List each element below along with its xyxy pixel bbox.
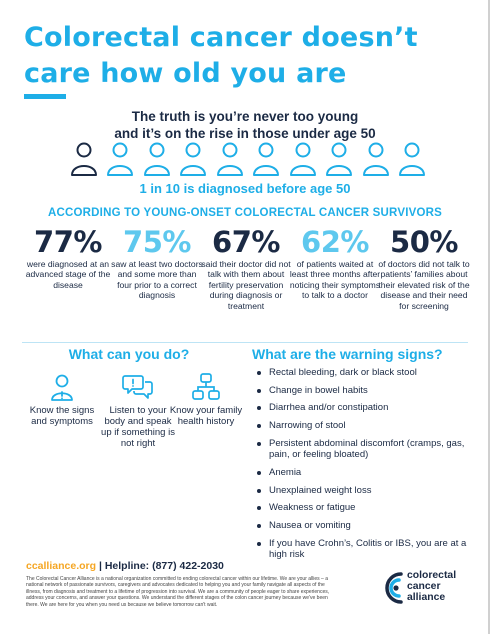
logo-wordmark: colorectal cancer alliance xyxy=(407,570,456,604)
stat-percent: 67% xyxy=(200,225,292,259)
list-item: Diarrhea and/or constipation xyxy=(256,402,476,414)
statistics-row: 77% were diagnosed at an advanced stage … xyxy=(22,225,470,343)
stat-block: 62% of patients waited at least three mo… xyxy=(289,225,381,301)
person-icon xyxy=(396,141,428,177)
stat-description: were diagnosed at an advanced stage of t… xyxy=(22,259,114,290)
stat-description: of patients waited at least three months… xyxy=(289,259,381,301)
person-icon xyxy=(287,141,319,177)
person-icon xyxy=(214,141,246,177)
logo-line-3: alliance xyxy=(407,592,456,603)
stat-description: said their doctor did not talk with them… xyxy=(200,259,292,311)
stat-block: 75% saw at least two doctors and some mo… xyxy=(111,225,203,301)
list-item: Anemia xyxy=(256,467,476,479)
list-item: Unexplained weight loss xyxy=(256,485,476,497)
helpline: Helpline: (877) 422-2030 xyxy=(105,560,224,572)
what-can-you-do-heading: What can you do? xyxy=(24,346,234,362)
logo-line-2: cancer xyxy=(407,581,456,592)
person-icon xyxy=(177,141,209,177)
stat-percent: 50% xyxy=(378,225,470,259)
website-link[interactable]: ccalliance.org xyxy=(26,560,96,572)
alliance-logo: colorectal cancer alliance xyxy=(380,567,480,611)
page-title: Colorectal cancer doesn’t care how old y… xyxy=(24,20,474,92)
survivors-heading: ACCORDING TO YOUNG-ONSET COLORECTAL CANC… xyxy=(0,207,490,219)
warning-signs-list: Rectal bleeding, dark or black stool Cha… xyxy=(256,367,476,567)
warning-signs-heading: What are the warning signs? xyxy=(252,346,482,362)
chat-bubbles-icon xyxy=(122,372,154,402)
stat-percent: 62% xyxy=(289,225,381,259)
action-text: Know your family health history xyxy=(166,405,246,427)
list-item: Nausea or vomiting xyxy=(256,520,476,532)
title-line-1: Colorectal cancer doesn’t xyxy=(24,20,474,56)
person-alert-icon xyxy=(47,372,77,402)
title-line-2: care how old you are xyxy=(24,56,474,92)
about-text: The Colorectal Cancer Alliance is a nati… xyxy=(26,576,334,608)
list-item: Change in bowel habits xyxy=(256,385,476,397)
truth-heading: The truth is you’re never too young and … xyxy=(0,108,490,142)
list-item: Narrowing of stool xyxy=(256,420,476,432)
person-icon xyxy=(360,141,392,177)
people-icon-row xyxy=(68,141,428,177)
alliance-logo-icon xyxy=(380,569,406,607)
action-text: Know the signs and symptoms xyxy=(22,405,102,427)
person-icon xyxy=(68,141,100,177)
logo-line-1: colorectal xyxy=(407,570,456,581)
list-item: Weakness or fatigue xyxy=(256,502,476,514)
stat-description: of doctors did not talk to patients’ fam… xyxy=(378,259,470,311)
stat-block: 50% of doctors did not talk to patients’… xyxy=(378,225,470,311)
action-item: Know the signs and symptoms xyxy=(22,372,102,427)
list-item: If you have Crohn’s, Colitis or IBS, you… xyxy=(256,538,476,561)
stat-block: 67% said their doctor did not talk with … xyxy=(200,225,292,311)
person-icon xyxy=(141,141,173,177)
truth-line-1: The truth is you’re never too young xyxy=(0,108,490,125)
person-icon xyxy=(104,141,136,177)
list-item: Rectal bleeding, dark or black stool xyxy=(256,367,476,379)
section-divider xyxy=(22,342,468,343)
list-item: Persistent abdominal discomfort (cramps,… xyxy=(256,438,476,461)
stat-percent: 77% xyxy=(22,225,114,259)
action-item: Know your family health history xyxy=(166,372,246,427)
title-underline xyxy=(24,94,66,99)
family-tree-icon xyxy=(191,372,221,402)
person-icon xyxy=(323,141,355,177)
stat-block: 77% were diagnosed at an advanced stage … xyxy=(22,225,114,290)
footer-contact: ccalliance.org | Helpline: (877) 422-203… xyxy=(26,560,224,572)
stat-description: saw at least two doctors and some more t… xyxy=(111,259,203,301)
one-in-ten-statement: 1 in 10 is diagnosed before age 50 xyxy=(0,181,490,196)
footer-separator: | xyxy=(96,560,105,572)
stat-percent: 75% xyxy=(111,225,203,259)
truth-line-2: and it’s on the rise in those under age … xyxy=(0,125,490,142)
person-icon xyxy=(250,141,282,177)
